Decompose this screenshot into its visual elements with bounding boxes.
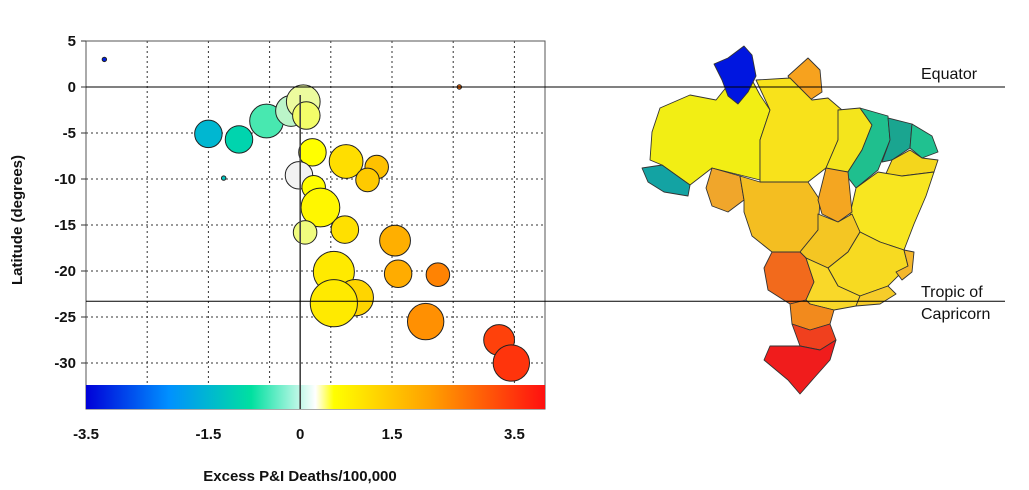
map-state-acre <box>641 164 691 197</box>
y-tick-label: 5 <box>68 33 76 50</box>
y-tick-label: -10 <box>54 171 76 188</box>
data-point-24 <box>406 302 445 341</box>
map-state-roraima-north <box>713 45 757 105</box>
x-axis-ticks: -3.5 -1.5 0 1.5 3.5 <box>73 426 525 443</box>
map-state-es <box>895 249 915 281</box>
y-axis-ticks: 5 0 -5 -10 -15 -20 -25 -30 <box>54 33 86 372</box>
y-tick-label: 0 <box>68 79 76 96</box>
data-point-10 <box>328 144 364 179</box>
y-tick-label: -5 <box>63 125 76 142</box>
y-tick-label: -15 <box>54 217 76 234</box>
brazil-map <box>641 45 939 395</box>
data-point-21 <box>425 262 451 287</box>
colorbar <box>86 385 545 409</box>
map-state-rs <box>763 339 837 395</box>
x-tick-label: -1.5 <box>195 426 221 443</box>
map-state-tocantins <box>817 167 853 223</box>
equator-label: Equator <box>921 66 978 83</box>
data-point-7 <box>292 101 321 130</box>
y-axis-title: Latitude (degrees) <box>9 155 26 285</box>
map-state-rgn <box>909 123 939 159</box>
x-tick-label: 1.5 <box>382 426 403 443</box>
data-point-26 <box>492 344 531 382</box>
data-point-18 <box>379 224 411 257</box>
data-point-2 <box>194 119 223 149</box>
data-point-17 <box>292 220 318 245</box>
y-tick-label: -20 <box>54 263 76 280</box>
map-state-mato-grosso <box>739 175 821 253</box>
data-points <box>101 56 531 382</box>
data-point-12 <box>355 167 380 193</box>
tropic-label-line-2: Capricorn <box>921 306 990 323</box>
data-point-0 <box>101 56 108 63</box>
tropic-label-line-1: Tropic of <box>921 284 983 301</box>
x-tick-label: 0 <box>296 426 304 443</box>
x-tick-label: 3.5 <box>504 426 525 443</box>
data-point-3 <box>224 125 254 154</box>
y-tick-label: -25 <box>54 309 76 326</box>
y-tick-label: -30 <box>54 355 76 372</box>
x-axis-title: Excess P&I Deaths/100,000 <box>203 468 396 485</box>
x-tick-label: -3.5 <box>73 426 99 443</box>
data-point-16 <box>330 215 360 244</box>
map-state-sao-paulo <box>805 257 861 311</box>
data-point-9 <box>298 138 327 167</box>
data-point-23 <box>309 279 358 328</box>
data-point-8 <box>221 175 227 181</box>
data-point-20 <box>383 259 413 288</box>
